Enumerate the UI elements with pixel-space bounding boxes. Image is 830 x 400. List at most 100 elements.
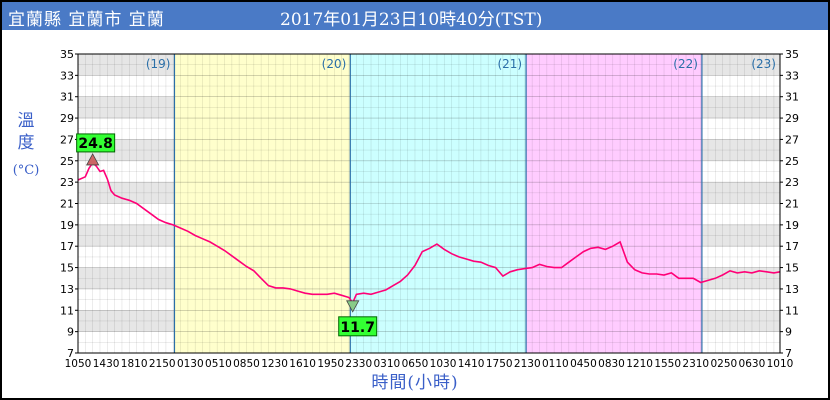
x-tick-label: 2130 (514, 358, 541, 370)
grid-stripe (78, 267, 175, 289)
day-label: (23) (751, 57, 776, 71)
y-axis-left: 7 9 11 13 15 17 19 21 23 25 27 29 31 33 35 (60, 48, 78, 360)
y-tick-label-left: 7 (67, 347, 74, 360)
y-tick-label-left: 33 (60, 69, 74, 82)
day-labels: (19) (20) (21) (22) (23) (146, 57, 776, 71)
grid-stripe (701, 54, 780, 76)
x-tick-label: 0450 (570, 358, 597, 370)
y-tick-label-right: 33 (785, 69, 799, 82)
day-label: (22) (673, 57, 698, 71)
x-tick-label: 1430 (93, 358, 120, 370)
y-tick-label-left: 13 (60, 283, 74, 296)
min-label-box (338, 316, 378, 337)
x-tick-label: 0110 (542, 358, 569, 370)
y-tick-label-left: 21 (60, 198, 74, 211)
max-label-box (76, 133, 116, 153)
x-tick-label: 1410 (458, 358, 485, 370)
y-axis-right: 7 9 11 13 15 17 19 21 23 25 27 29 31 33 35 (780, 48, 799, 360)
y-tick-label-right: 15 (785, 262, 799, 275)
y-tick-label-left: 23 (60, 176, 74, 189)
temperature-chart: (19) (20) (21) (22) (23) 7911131517192123252… (13, 48, 799, 393)
grid-stripe (701, 139, 780, 161)
x-tick-label: 1750 (486, 358, 513, 370)
max-label-text: 24.8 (78, 136, 113, 152)
grid-stripe (701, 96, 780, 119)
y-tick-label-left: 29 (60, 112, 74, 125)
x-tick-label: 1950 (317, 358, 344, 370)
max-marker (85, 153, 100, 166)
day-band (174, 54, 351, 353)
y-tick-label-left: 15 (60, 262, 74, 275)
grid-stripes (78, 54, 780, 332)
x-tick-label: 0850 (233, 358, 260, 370)
y-axis-title-2: 度 (18, 133, 35, 153)
x-tick-label: 1210 (626, 358, 653, 370)
temperature-line (77, 161, 781, 305)
grid-stripe (78, 96, 175, 119)
y-tick-label-right: 7 (785, 347, 792, 360)
grid-stripe (78, 182, 175, 204)
min-label-text: 11.7 (340, 320, 375, 336)
x-tick-label: 1050 (65, 358, 92, 370)
y-tick-label-left: 35 (60, 48, 74, 61)
y-tick-label-left: 11 (60, 304, 74, 317)
day-band (526, 54, 702, 353)
x-tick-label: 1810 (121, 358, 148, 370)
extreme-markers: 24.8 11.7 (76, 133, 378, 337)
x-tick-label: 0310 (374, 358, 401, 370)
x-tick-label: 2150 (149, 358, 176, 370)
x-tick-label: 1230 (261, 358, 288, 370)
y-tick-label-left: 9 (67, 326, 74, 339)
grid-stripe (701, 310, 780, 332)
title-bar: 宜蘭縣 宜蘭市 宜蘭 2017年01月23日10時40分(TST) (2, 2, 828, 30)
x-axis: 1050 1430 1810 2150 0130 0510 0850 1230 1610 1950… (65, 358, 794, 370)
y-axis-title-1: 溫 (18, 111, 35, 131)
y-tick-label-right: 35 (785, 48, 799, 61)
y-tick-label-right: 31 (785, 91, 799, 104)
grid-stripe (78, 224, 175, 247)
x-tick-label: 0510 (205, 358, 232, 370)
y-tick-label-right: 25 (785, 155, 799, 168)
grid-stripe (701, 182, 780, 204)
x-tick-label: 0130 (177, 358, 204, 370)
x-tick-label: 1550 (654, 358, 681, 370)
y-axis-unit: (°C) (13, 163, 40, 178)
x-tick-label: 0830 (598, 358, 625, 370)
day-label: (19) (146, 57, 171, 71)
y-tick-label-right: 11 (785, 304, 799, 317)
y-tick-label-right: 21 (785, 198, 799, 211)
y-tick-label-right: 19 (785, 219, 799, 232)
x-tick-label: 1030 (430, 358, 457, 370)
y-tick-label-left: 27 (60, 133, 74, 146)
y-tick-label-left: 17 (60, 240, 74, 253)
y-tick-label-right: 13 (785, 283, 799, 296)
x-tick-label: 2330 (345, 358, 372, 370)
day-label: (20) (322, 57, 347, 71)
y-tick-label-right: 27 (785, 133, 799, 146)
x-tick-label: 1010 (767, 358, 794, 370)
y-tick-label-left: 31 (60, 91, 74, 104)
day-label: (21) (497, 57, 522, 71)
x-tick-label: 0250 (710, 358, 737, 370)
y-tick-label-left: 25 (60, 155, 74, 168)
x-tick-label: 0650 (402, 358, 429, 370)
min-label: 11.7 (338, 316, 378, 337)
grid-stripe (701, 224, 780, 247)
x-tick-label: 2310 (682, 358, 709, 370)
x-axis-title: 時間(小時) (371, 373, 458, 393)
y-tick-label-left: 19 (60, 219, 74, 232)
grid-stripe (78, 310, 175, 332)
day-band (350, 54, 527, 353)
y-tick-label-right: 9 (785, 326, 792, 339)
x-tick-label: 0630 (739, 358, 766, 370)
station-name: 宜蘭縣 宜蘭市 宜蘭 (8, 10, 165, 30)
observation-datetime: 2017年01月23日10時40分(TST) (280, 10, 543, 30)
min-marker (346, 300, 360, 313)
y-tick-label-right: 29 (785, 112, 799, 125)
grid-stripe (78, 54, 175, 76)
y-tick-label-right: 23 (785, 176, 799, 189)
grid-stripe (701, 267, 780, 289)
max-label: 24.8 (76, 133, 116, 153)
x-tick-label: 1610 (289, 358, 316, 370)
